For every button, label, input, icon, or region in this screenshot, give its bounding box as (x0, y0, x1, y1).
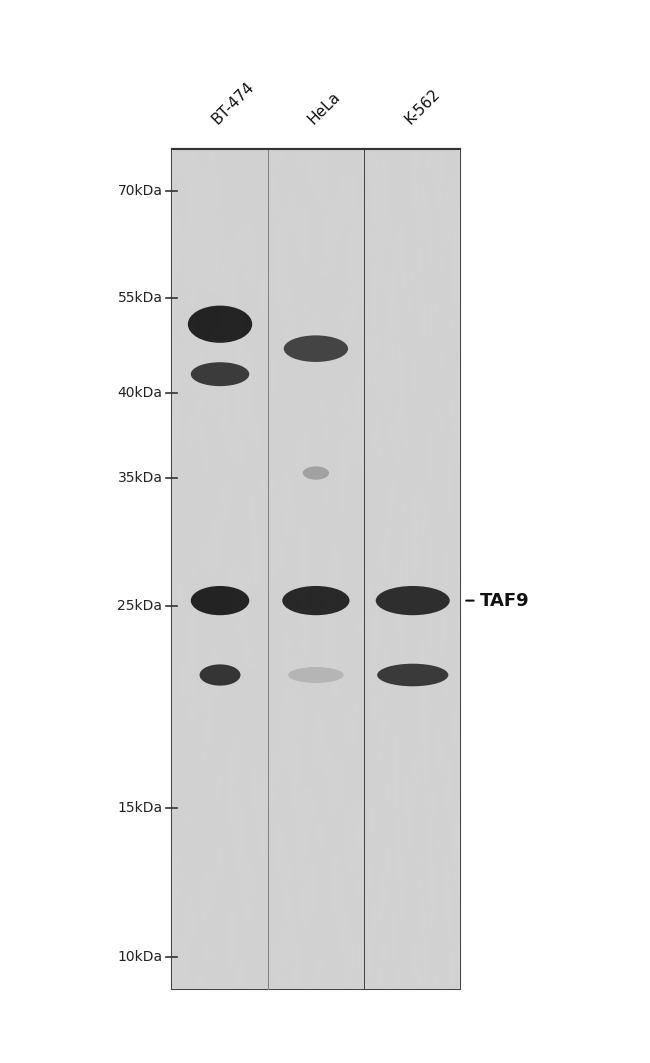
Text: HeLa: HeLa (306, 89, 343, 128)
Text: 40kDa: 40kDa (118, 386, 162, 401)
Text: 10kDa: 10kDa (118, 949, 162, 964)
Ellipse shape (188, 306, 252, 342)
FancyBboxPatch shape (172, 149, 364, 989)
Text: 15kDa: 15kDa (118, 800, 162, 815)
Ellipse shape (191, 586, 250, 615)
Ellipse shape (283, 335, 348, 362)
FancyBboxPatch shape (365, 149, 460, 989)
Ellipse shape (282, 586, 350, 615)
Ellipse shape (303, 467, 329, 479)
Ellipse shape (377, 663, 448, 687)
Text: K-562: K-562 (402, 87, 443, 128)
Text: 55kDa: 55kDa (118, 290, 162, 305)
Ellipse shape (376, 586, 450, 615)
Text: BT-474: BT-474 (209, 80, 257, 128)
Text: 25kDa: 25kDa (118, 598, 162, 613)
Ellipse shape (200, 664, 240, 686)
Ellipse shape (191, 362, 250, 386)
Text: 70kDa: 70kDa (118, 184, 162, 199)
Text: 35kDa: 35kDa (118, 471, 162, 486)
Ellipse shape (288, 668, 344, 684)
Text: TAF9: TAF9 (480, 592, 529, 609)
